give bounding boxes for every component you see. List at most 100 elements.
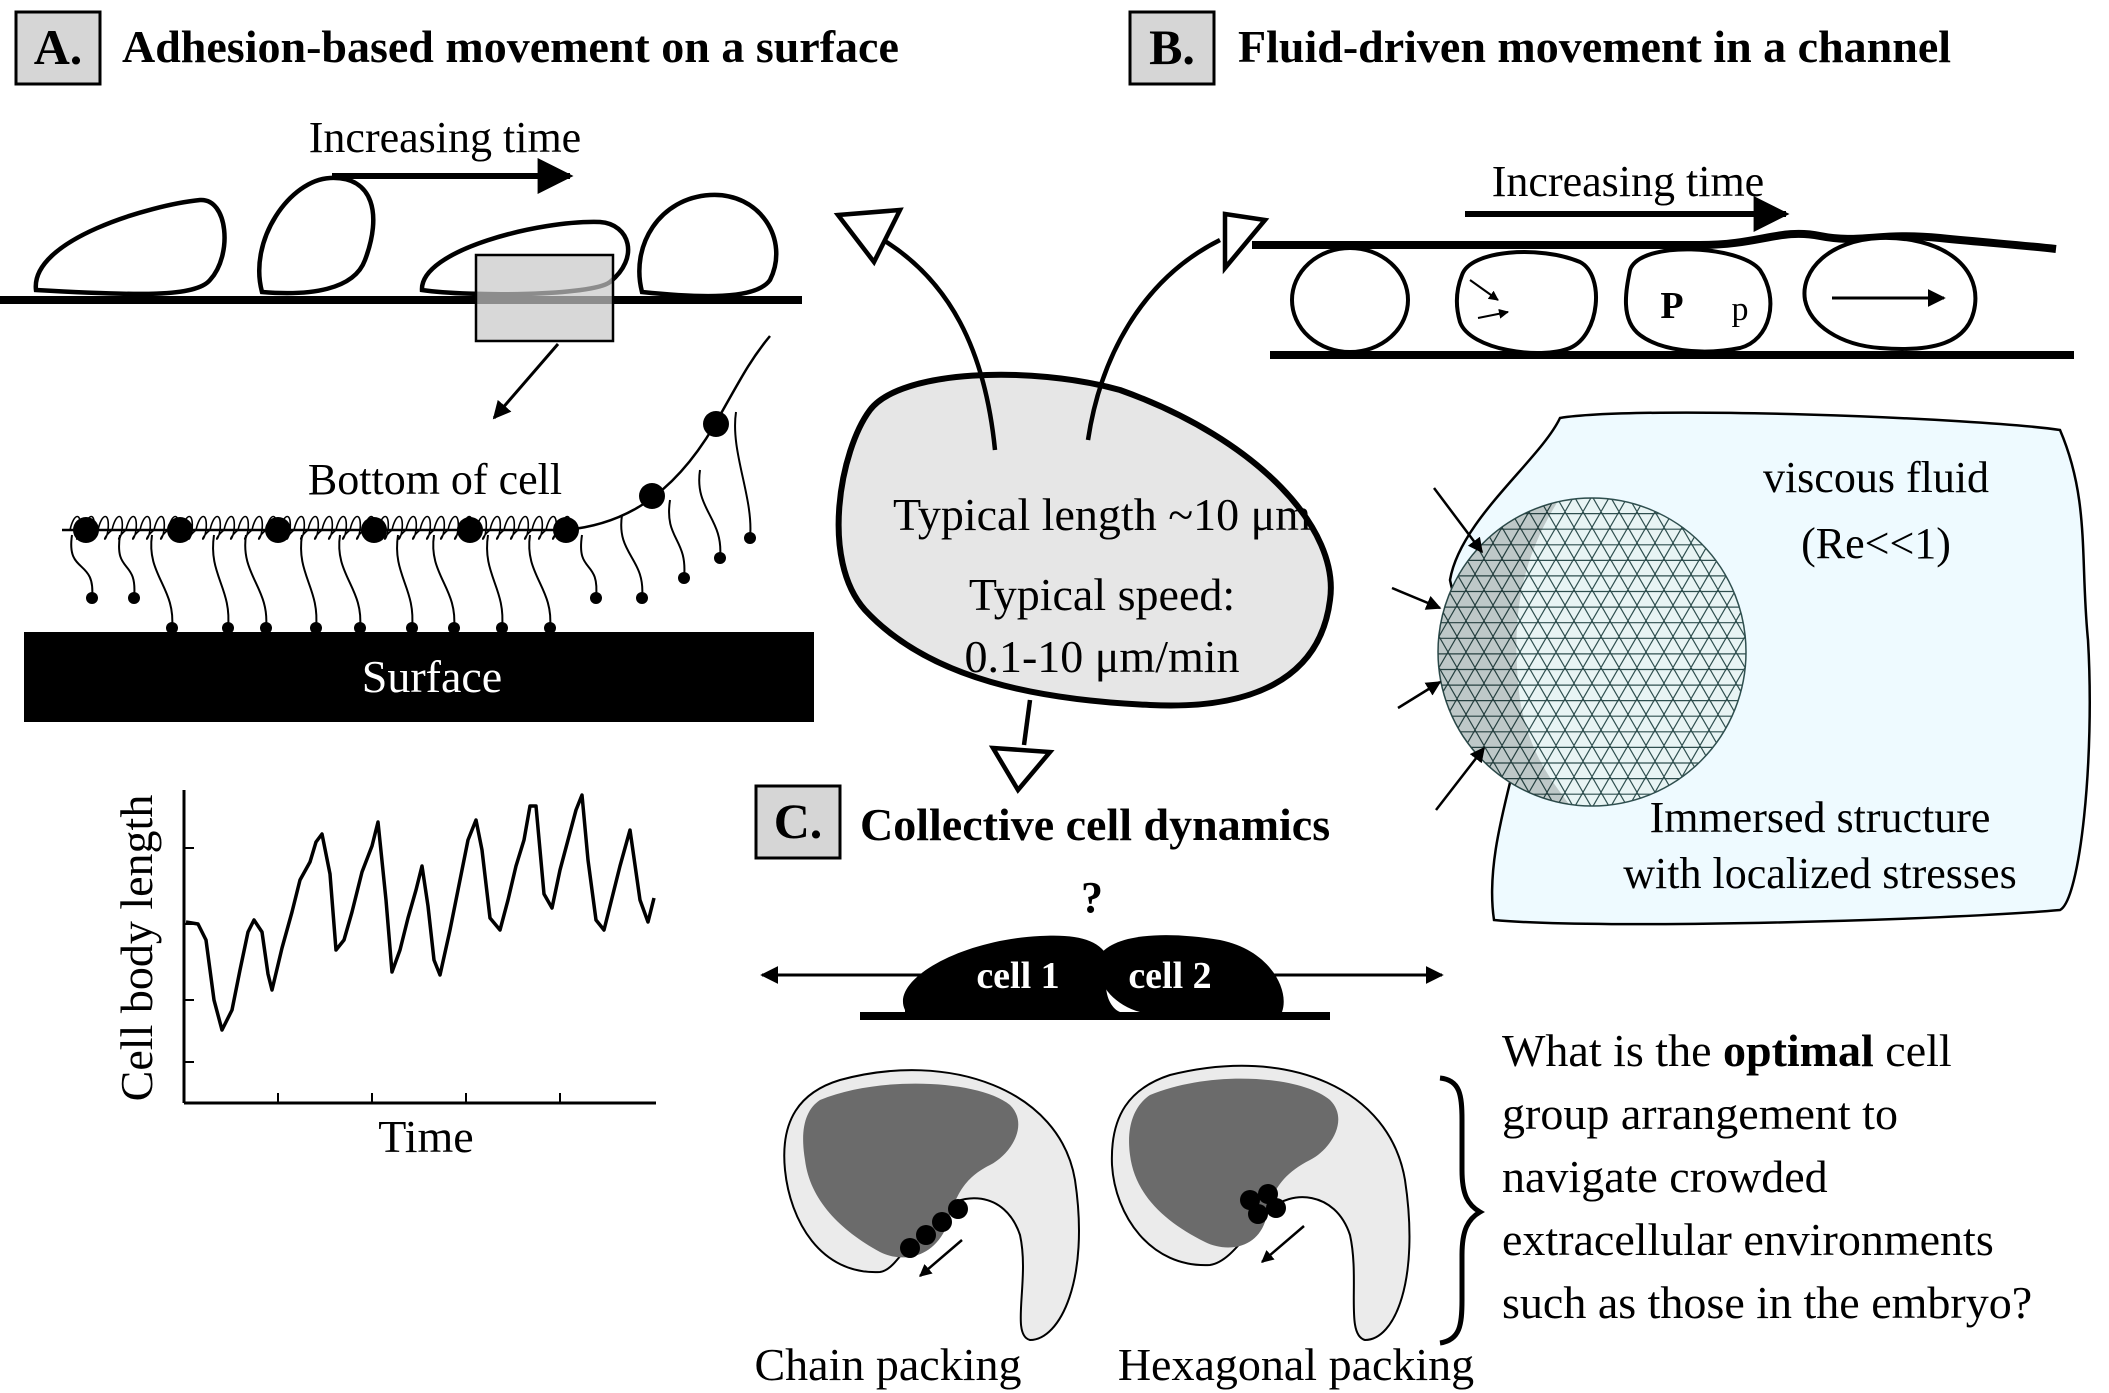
adhesion-tether bbox=[150, 534, 174, 629]
adhesion-tether bbox=[668, 499, 686, 579]
center-speed-label: Typical speed: bbox=[969, 569, 1235, 620]
question-brace bbox=[1439, 1075, 1485, 1346]
adhesion-backbone bbox=[62, 335, 771, 634]
panel-a-letter-box bbox=[14, 10, 102, 86]
adhesion-anchor bbox=[496, 622, 508, 634]
panel-b: B. Fluid-driven movement in a channel In… bbox=[1128, 10, 2091, 926]
plot-xlabel: Time bbox=[378, 1111, 473, 1162]
adhesion-tether bbox=[70, 534, 94, 599]
adhesion-anchor bbox=[636, 592, 648, 604]
adhesion-node bbox=[703, 411, 729, 437]
question-line-1: What is the optimal cell bbox=[1502, 1025, 1952, 1076]
channel-cell-2 bbox=[1454, 250, 1598, 355]
adhesion-tether bbox=[580, 534, 598, 599]
adhesion-tether bbox=[734, 411, 752, 539]
adhesion-tether bbox=[528, 534, 552, 629]
adhesion-anchor bbox=[128, 592, 140, 604]
fluid-label-1: viscous fluid bbox=[1763, 453, 1989, 502]
arrow-to-a-head bbox=[833, 207, 904, 267]
adhesion-tether bbox=[620, 514, 644, 599]
localized-stress-arrows bbox=[1391, 487, 1485, 811]
panel-c: C. Collective cell dynamics ? cell 1 cel… bbox=[754, 784, 2032, 1390]
embryo-hex-tissue bbox=[1129, 1078, 1339, 1248]
panel-c-letter-box bbox=[754, 784, 842, 860]
question-line-5: such as those in the embryo? bbox=[1502, 1277, 2032, 1328]
adhesion-tether bbox=[396, 534, 414, 629]
bottom-of-cell-label: Bottom of cell bbox=[308, 455, 562, 504]
center-length: Typical length ~10 μm bbox=[893, 489, 1311, 540]
fluid-label-2: (Re<<1) bbox=[1801, 519, 1951, 568]
question-line-3: navigate crowded bbox=[1502, 1151, 1828, 1202]
cell-2-label: cell 2 bbox=[1128, 955, 1211, 997]
arrow-to-c-head bbox=[988, 745, 1055, 794]
arrow-to-b-head bbox=[1222, 211, 1270, 275]
adhesion-tether bbox=[698, 469, 722, 559]
adhesion-anchor bbox=[590, 592, 602, 604]
hex-cell-3 bbox=[1248, 1204, 1268, 1224]
center-summary: Typical length ~10 μm Typical speed: 0.1… bbox=[833, 207, 1334, 794]
pressure-low: p bbox=[1732, 291, 1749, 328]
panel-c-question-mark: ? bbox=[1081, 873, 1103, 922]
adhesion-anchor bbox=[678, 572, 690, 584]
adhesion-anchor bbox=[744, 532, 756, 544]
adhesion-anchor bbox=[714, 552, 726, 564]
cell-2-shape bbox=[1097, 935, 1284, 1012]
structure-label-1: Immersed structure bbox=[1650, 793, 1991, 842]
question-l1-post: cell bbox=[1874, 1025, 1952, 1076]
adhesion-node bbox=[73, 517, 99, 543]
adhesion-anchor bbox=[544, 622, 556, 634]
channel-cell-2-arrow-a bbox=[1469, 279, 1499, 301]
channel-cell-1 bbox=[1290, 246, 1410, 354]
panel-a-letter: A. bbox=[34, 19, 83, 75]
stress-arrow-1 bbox=[1433, 487, 1483, 554]
arrow-to-a bbox=[878, 236, 998, 451]
adhesion-anchor bbox=[86, 592, 98, 604]
adhesion-node bbox=[167, 517, 193, 543]
chain-cell-4 bbox=[948, 1199, 968, 1219]
panel-b-title: Fluid-driven movement in a channel bbox=[1238, 21, 1951, 72]
adhesion-nodes bbox=[73, 411, 729, 543]
channel-cell-3 bbox=[1623, 247, 1773, 354]
cell-shape-4 bbox=[637, 192, 779, 299]
adhesion-anchor bbox=[260, 622, 272, 634]
hex-packing-label: Hexagonal packing bbox=[1118, 1339, 1474, 1390]
adhesion-anchor bbox=[222, 622, 234, 634]
membrane-line bbox=[62, 335, 771, 532]
center-ellipse bbox=[835, 371, 1334, 709]
adhesion-anchor bbox=[406, 622, 418, 634]
embryo-chain-tissue bbox=[803, 1083, 1019, 1258]
adhesion-node bbox=[361, 517, 387, 543]
cell-shape-2 bbox=[257, 175, 376, 296]
arrow-to-b bbox=[1085, 237, 1222, 441]
immersed-structure-mesh bbox=[1438, 498, 1746, 806]
adhesion-node bbox=[265, 517, 291, 543]
question-line-2: group arrangement to bbox=[1502, 1088, 1898, 1139]
adhesion-tether bbox=[486, 534, 504, 629]
embryo-hex bbox=[1110, 1064, 1411, 1342]
arrow-to-c bbox=[1021, 699, 1033, 746]
center-speed-value: 0.1-10 μm/min bbox=[964, 631, 1239, 682]
adhesion-node bbox=[457, 517, 483, 543]
panel-b-letter-box bbox=[1128, 10, 1216, 86]
panel-c-letter: C. bbox=[774, 793, 823, 849]
chain-cell-1 bbox=[900, 1238, 920, 1258]
hex-motion-arrow bbox=[1261, 1225, 1305, 1263]
adhesion-anchor bbox=[354, 622, 366, 634]
panel-c-title: Collective cell dynamics bbox=[860, 799, 1330, 850]
plot-ylabel: Cell body length bbox=[111, 795, 162, 1102]
chain-cell-3 bbox=[932, 1212, 952, 1232]
surface-block bbox=[24, 632, 814, 722]
adhesion-tether bbox=[212, 534, 230, 629]
cell-shape-1 bbox=[33, 197, 227, 297]
question-l1-bold: optimal bbox=[1723, 1025, 1874, 1076]
question-line-4: extracellular environments bbox=[1502, 1214, 1994, 1265]
panel-b-letter: B. bbox=[1149, 19, 1195, 75]
adhesion-tethers bbox=[70, 411, 756, 634]
adhesion-tether bbox=[338, 534, 362, 629]
adhesion-node bbox=[639, 483, 665, 509]
chain-motion-arrow bbox=[919, 1239, 963, 1277]
zoom-box bbox=[474, 253, 615, 343]
adhesion-anchor bbox=[310, 622, 322, 634]
panel-a-title: Adhesion-based movement on a surface bbox=[122, 21, 899, 72]
channel-cell-4 bbox=[1802, 235, 1978, 351]
